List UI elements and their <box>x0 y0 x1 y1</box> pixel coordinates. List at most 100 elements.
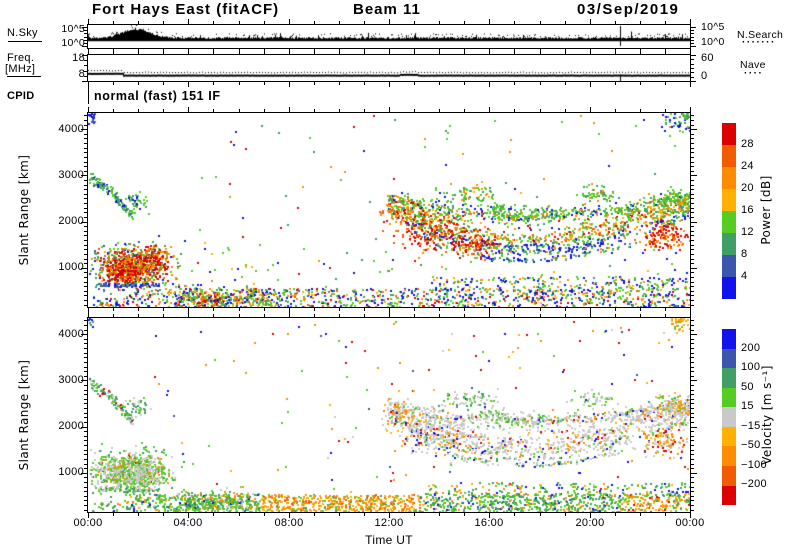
tick <box>691 64 694 65</box>
colorbar-segment-6 <box>722 255 736 277</box>
power-ytick-4000: 4000 <box>58 123 84 135</box>
tick <box>691 231 694 232</box>
tick <box>540 51 541 54</box>
tick <box>691 249 694 250</box>
tick <box>84 399 87 400</box>
tick <box>339 49 340 52</box>
tick <box>691 343 694 344</box>
tick <box>289 82 290 87</box>
tick <box>640 51 641 54</box>
tick <box>84 43 87 44</box>
tick <box>439 513 440 516</box>
tick <box>138 21 139 24</box>
tick <box>691 185 694 186</box>
tick <box>264 21 265 24</box>
velocity-colorbar-title: Velocity [m s⁻¹] <box>760 365 774 465</box>
tick <box>81 380 87 381</box>
vel-cbar-tick-100: 100 <box>741 361 761 373</box>
tick <box>84 357 87 358</box>
tick <box>88 308 89 313</box>
tick <box>289 312 290 317</box>
tick <box>691 408 694 409</box>
tick <box>640 82 641 85</box>
tick <box>464 51 465 54</box>
tick <box>213 51 214 54</box>
tick <box>691 357 694 358</box>
tick <box>691 295 694 296</box>
tick <box>691 162 694 163</box>
tick <box>289 107 290 112</box>
tick <box>691 291 694 292</box>
xtick-0800: 08:00 <box>274 517 304 529</box>
tick <box>439 51 440 54</box>
tick <box>389 49 390 54</box>
tick <box>84 76 87 77</box>
tick <box>691 399 694 400</box>
tick <box>84 376 87 377</box>
cpid-divider-line <box>88 85 89 104</box>
tick <box>691 496 694 497</box>
tick <box>464 513 465 516</box>
tick <box>665 49 666 52</box>
tick <box>439 82 440 85</box>
freq-axis-label-line2: [MHz] <box>5 63 36 75</box>
tick <box>289 49 290 54</box>
tick <box>188 513 189 518</box>
freq-legend-solid-line <box>7 76 41 77</box>
tick <box>691 171 694 172</box>
tick <box>84 385 87 386</box>
tick <box>691 422 694 423</box>
velocity-rti-canvas <box>88 318 690 512</box>
tick <box>88 107 89 112</box>
tick <box>489 49 490 54</box>
power-cbar-tick-28: 28 <box>741 138 754 150</box>
tick <box>540 49 541 52</box>
tick <box>339 308 340 311</box>
tick <box>514 308 515 311</box>
tick <box>84 459 87 460</box>
tick <box>489 107 490 112</box>
power-cbar-tick-4: 4 <box>741 270 748 282</box>
tick <box>339 51 340 54</box>
tick <box>84 171 87 172</box>
tick <box>691 72 694 73</box>
tick <box>84 417 87 418</box>
tick <box>691 464 694 465</box>
tick <box>691 143 694 144</box>
tick <box>84 65 87 66</box>
tick <box>389 312 390 317</box>
tick <box>84 367 87 368</box>
tick <box>239 308 240 311</box>
tick <box>84 300 87 301</box>
tick <box>691 152 694 153</box>
tick <box>289 513 290 518</box>
tick <box>691 263 694 264</box>
velocity-colorbar <box>722 329 736 506</box>
tick <box>414 314 415 317</box>
tick <box>84 505 87 506</box>
tick <box>691 468 694 469</box>
power-ytick-1000: 1000 <box>58 261 84 273</box>
tick <box>84 157 87 158</box>
tick <box>489 312 490 317</box>
tick <box>691 203 694 204</box>
page-title: Fort Hays East (fitACF) <box>92 1 280 18</box>
tick <box>88 19 89 24</box>
tick <box>84 348 87 349</box>
tick <box>565 513 566 516</box>
velocity-ytick-1000: 1000 <box>58 466 84 478</box>
tick <box>414 308 415 311</box>
tick <box>690 308 691 313</box>
xtick-1600: 16:00 <box>474 517 504 529</box>
nsky-tick-top-right: 10^5 <box>701 21 725 33</box>
colorbar-segment-0 <box>722 123 736 145</box>
tick <box>364 314 365 317</box>
tick <box>84 148 87 149</box>
tick <box>84 120 87 121</box>
tick <box>84 500 87 501</box>
frequency-panel <box>87 54 691 82</box>
tick <box>138 513 139 516</box>
tick <box>414 21 415 24</box>
tick <box>213 49 214 52</box>
tick <box>691 33 694 34</box>
